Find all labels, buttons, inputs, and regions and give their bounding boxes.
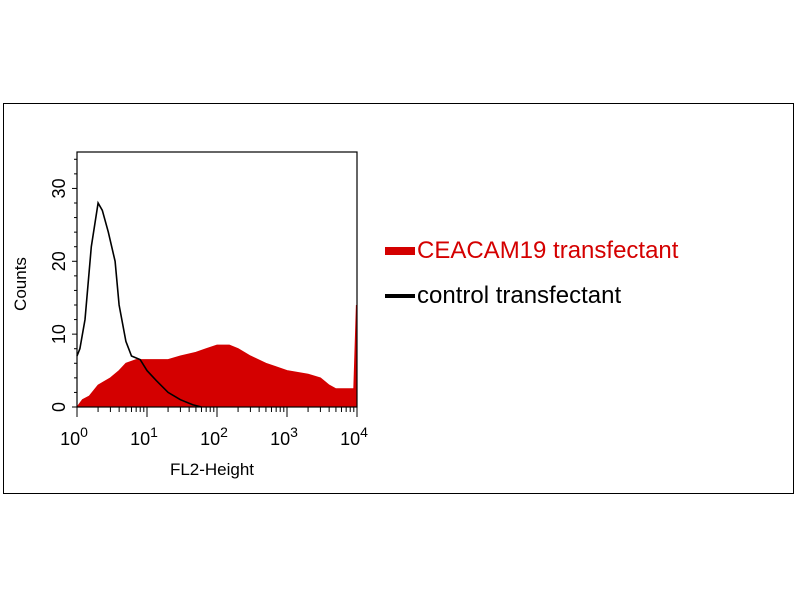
y-tick-label: 0 (49, 402, 69, 412)
legend-swatch-ceacam19 (385, 247, 415, 255)
y-tick-label: 30 (49, 178, 69, 198)
x-tick-label: 101 (130, 424, 158, 449)
x-tick-label: 104 (340, 424, 368, 449)
y-tick-label: 20 (49, 251, 69, 271)
x-axis-label: FL2-Height (170, 460, 254, 479)
figure-frame (3, 103, 794, 494)
x-tick-label: 103 (270, 424, 298, 449)
series-area-ceacam19 (75, 304, 358, 408)
y-tick-label: 10 (49, 324, 69, 344)
y-axis-label: Counts (11, 257, 30, 311)
x-tick-label: 100 (60, 424, 88, 449)
series-line-control (76, 200, 202, 408)
legend-item-ceacam19: CEACAM19 transfectant (385, 236, 678, 266)
x-minor-ticks (97, 407, 355, 412)
legend-label-control: control transfectant (417, 282, 622, 309)
legend-label-ceacam19: CEACAM19 transfectant (417, 237, 679, 264)
legend-item-control: control transfectant (385, 281, 621, 311)
x-tick-label: 102 (200, 424, 228, 449)
legend-swatch-control (385, 294, 415, 298)
